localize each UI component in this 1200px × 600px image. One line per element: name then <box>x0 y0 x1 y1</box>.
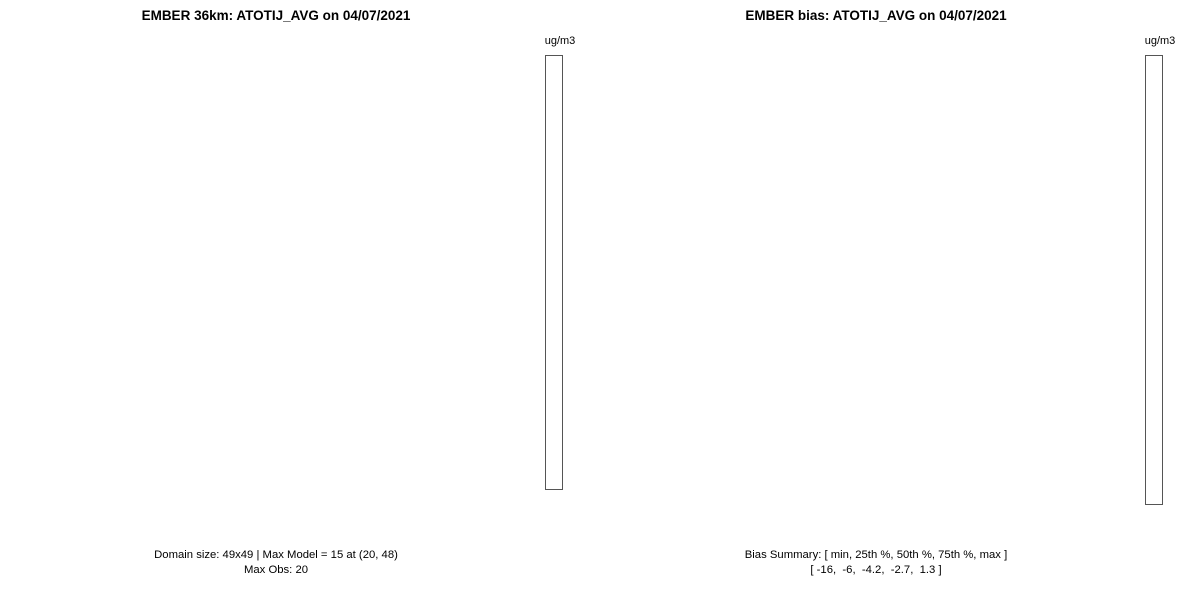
left-colorbar-unit-label: ug/m3 <box>544 35 576 47</box>
right-caption-line2: [ -16, -6, -4.2, -2.7, 1.3 ] <box>810 564 942 576</box>
right-caption-line1: Bias Summary: [ min, 25th %, 50th %, 75t… <box>744 549 1008 561</box>
right-panel-title: EMBER bias: ATOTIJ_AVG on 04/07/2021 <box>745 8 1007 23</box>
right-colorbar-unit-label: ug/m3 <box>1144 35 1176 47</box>
left-panel-title: EMBER 36km: ATOTIJ_AVG on 04/07/2021 <box>141 8 411 23</box>
left-colorbar <box>545 55 563 490</box>
left-caption-line1: Domain size: 49x49 | Max Model = 15 at (… <box>154 549 398 561</box>
right-colorbar <box>1145 55 1163 505</box>
left-caption-line2: Max Obs: 20 <box>243 564 309 576</box>
